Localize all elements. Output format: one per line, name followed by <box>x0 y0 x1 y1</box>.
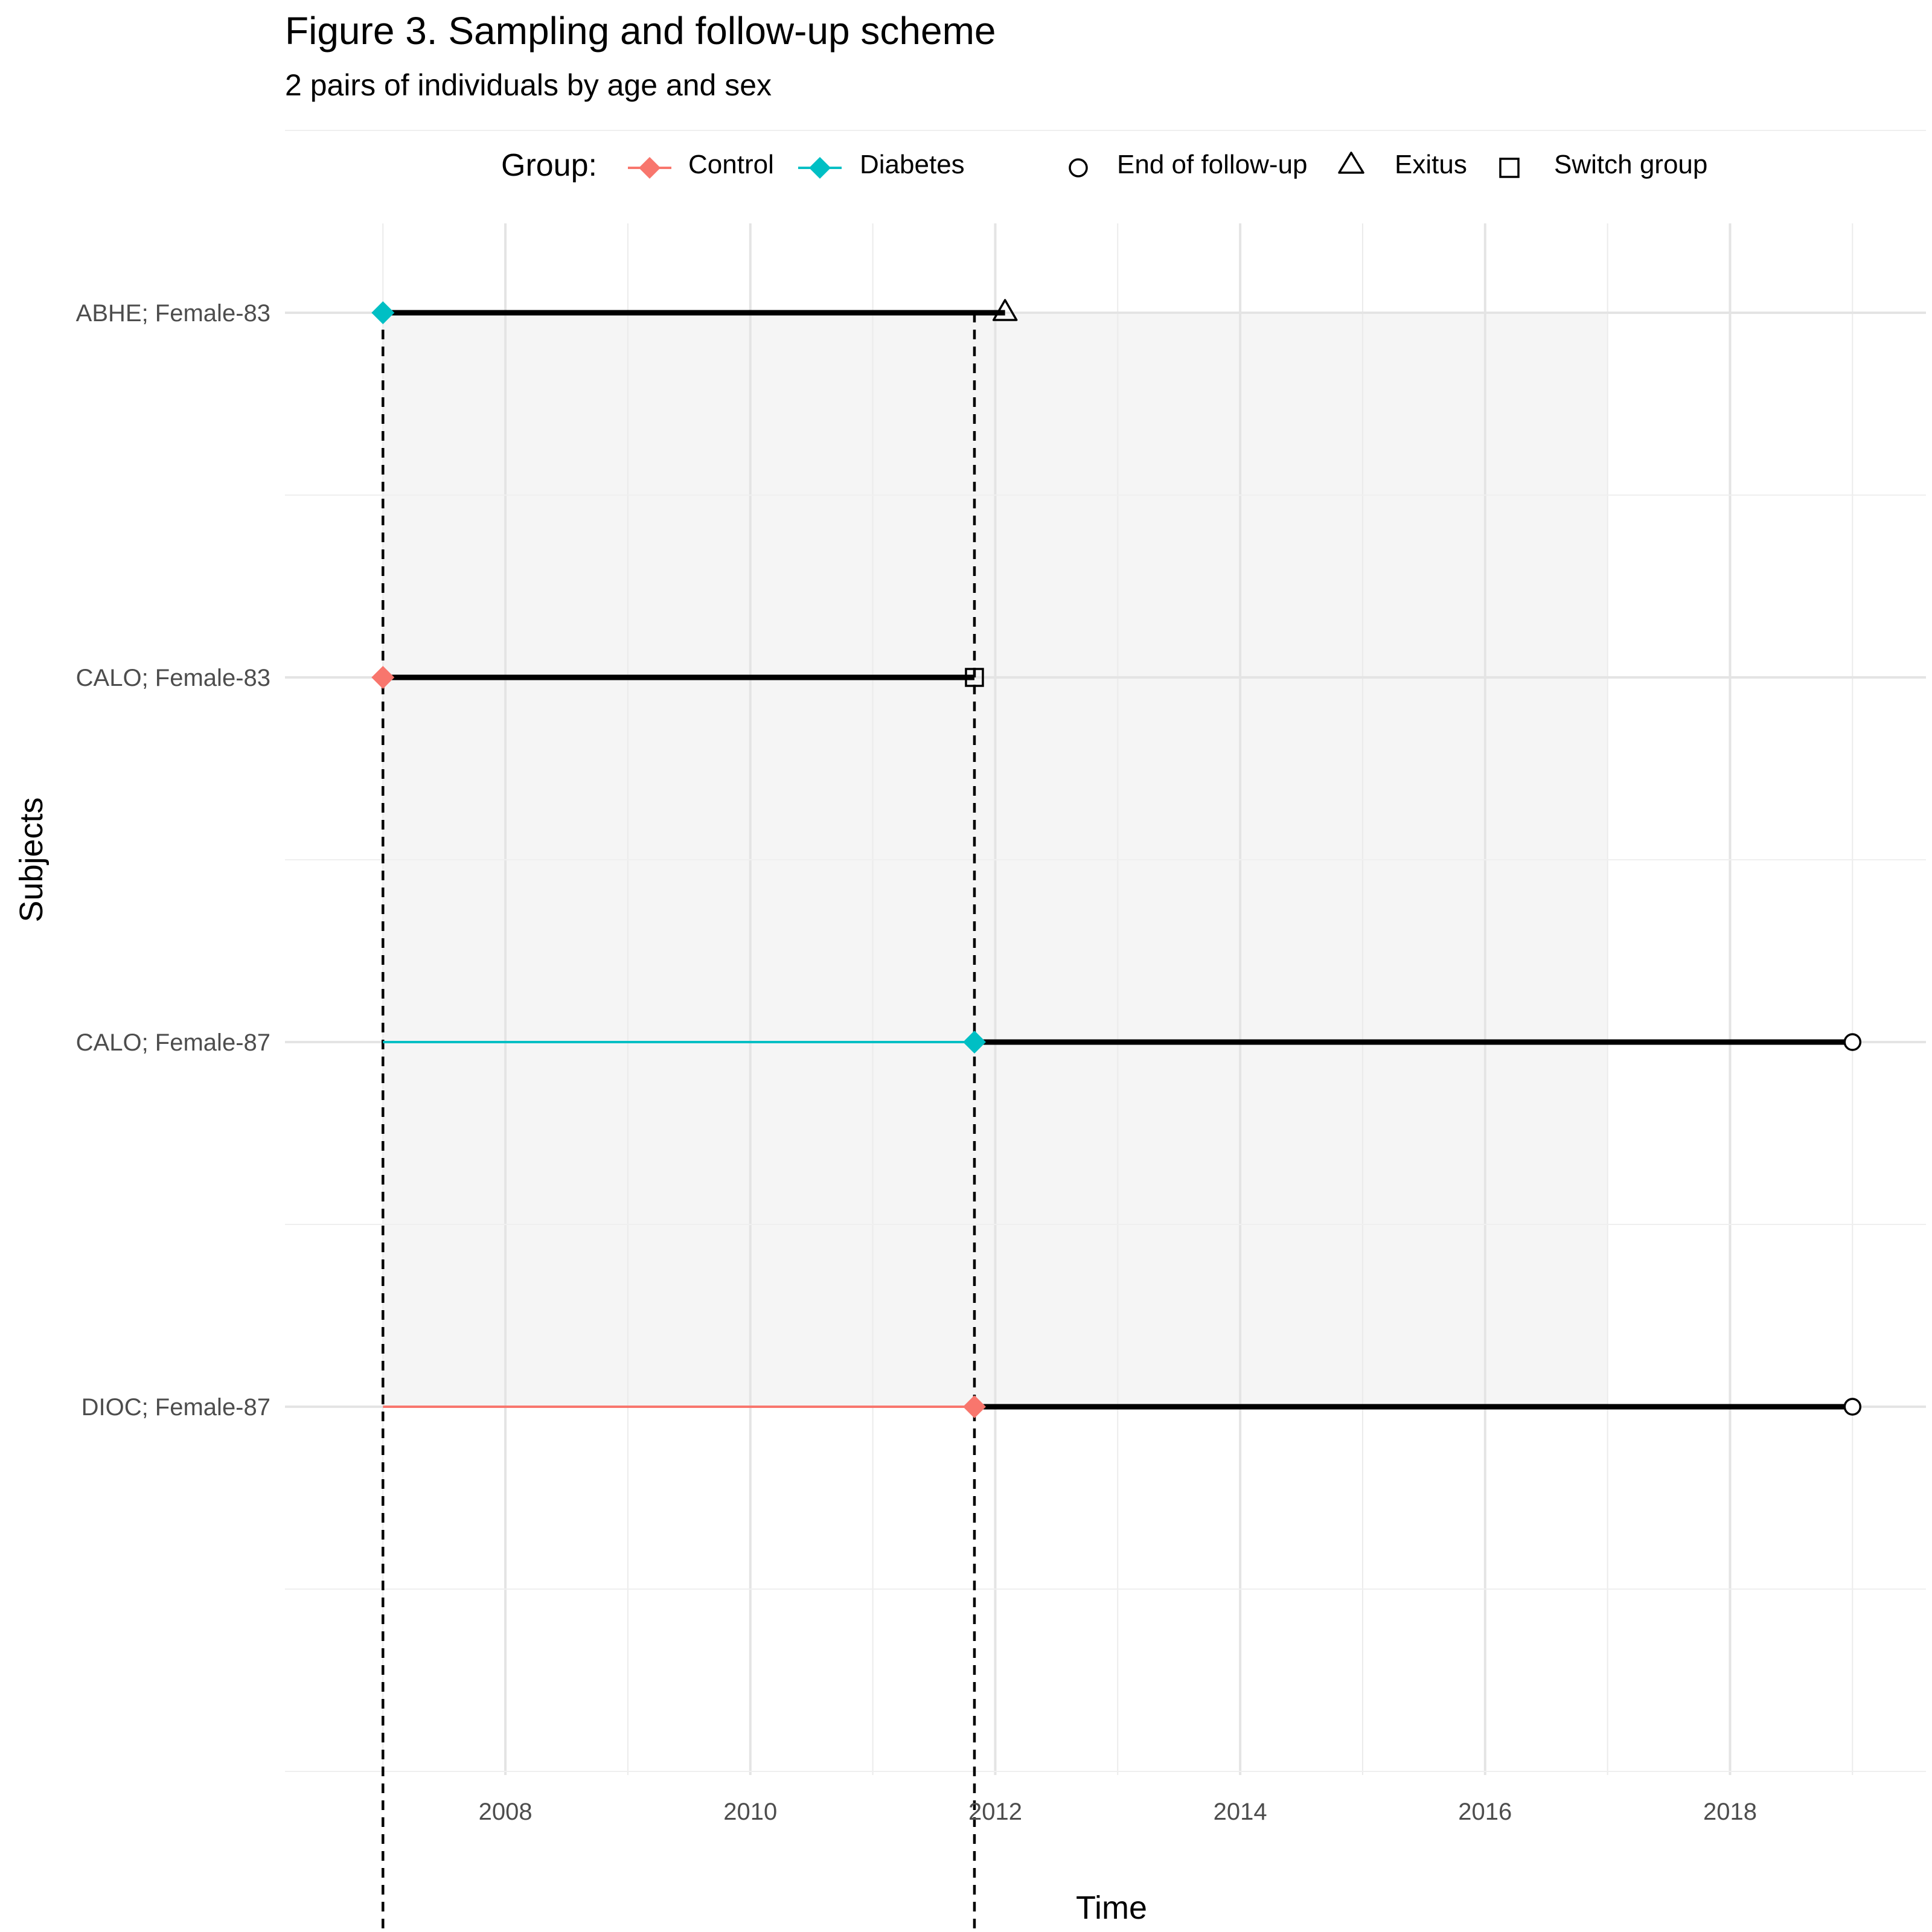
start-diamond-point <box>371 666 395 689</box>
y-axis-title: Subjects <box>13 797 50 922</box>
start-diamond-point <box>371 301 395 324</box>
legend-exitus-label: Exitus <box>1395 150 1467 179</box>
legend-end-of-follow-up-label: End of follow-up <box>1117 150 1308 179</box>
triangle-icon <box>1338 152 1364 174</box>
legend-control-key <box>628 157 671 179</box>
x-tick-label: 2012 <box>968 1799 1022 1825</box>
x-tick-label: 2008 <box>479 1799 533 1825</box>
start-diamond-point <box>962 1031 986 1054</box>
y-tick-label: CALO; Female-83 <box>76 665 270 691</box>
switch-group-square-point <box>965 668 984 687</box>
legend-diabetes-key <box>798 157 842 179</box>
legend-switch-group-label: Switch group <box>1554 150 1708 179</box>
x-tick-label: 2010 <box>723 1799 777 1825</box>
legend-diabetes-label: Diabetes <box>860 150 965 179</box>
end-of-follow-up-circle-point <box>1843 1398 1862 1416</box>
exitus-triangle-point <box>992 299 1018 321</box>
x-axis-title: Time <box>1076 1890 1147 1926</box>
x-tick-label: 2016 <box>1458 1799 1512 1825</box>
y-tick-label: ABHE; Female-83 <box>76 300 270 327</box>
start-diamond-point <box>962 1395 986 1418</box>
chart-subtitle: 2 pairs of individuals by age and sex <box>285 68 772 102</box>
y-tick-label: DIOC; Female-87 <box>82 1394 270 1421</box>
x-tick-label: 2014 <box>1214 1799 1267 1825</box>
x-tick-label: 2018 <box>1703 1799 1757 1825</box>
end-of-follow-up-circle-point <box>1843 1033 1862 1051</box>
square-icon <box>1499 158 1520 178</box>
legend-control-label: Control <box>688 150 774 179</box>
circle-icon <box>1069 158 1088 178</box>
legend-group-title: Group: <box>501 148 597 183</box>
y-tick-label: CALO; Female-87 <box>76 1029 270 1056</box>
chart-title: Figure 3. Sampling and follow-up scheme <box>285 9 996 53</box>
